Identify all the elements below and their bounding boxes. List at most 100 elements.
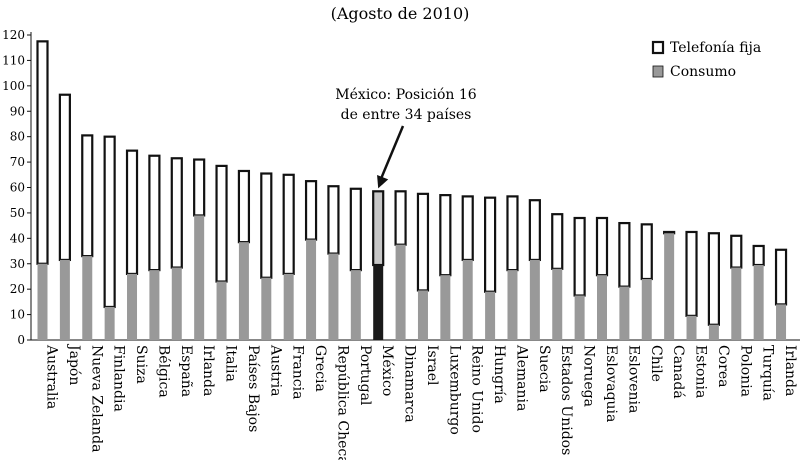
legend: Telefonía fija Consumo [651, 40, 761, 80]
category-label: Australia [44, 344, 60, 409]
bar-telefonia-fija [506, 195, 519, 272]
y-tick-label: 10 [10, 308, 25, 322]
category-labels: Australia Japón Nueva Zelanda Finlandia Suiz… [44, 343, 799, 460]
category-label: Alemania [513, 344, 529, 411]
bar-consumo [485, 291, 496, 340]
category-label: Corea [715, 345, 731, 387]
bar-telefonia-fija [372, 190, 385, 267]
bar-consumo [597, 275, 607, 340]
y-tick-label: 30 [10, 257, 25, 271]
bar-telefonia-fija [327, 185, 340, 255]
bar-telefonia-fija [304, 180, 318, 241]
y-tick-label: 40 [10, 231, 25, 245]
bar-consumo [686, 315, 697, 340]
annotation-arrow-shaft [380, 125, 405, 179]
bar-telefonia-fija [528, 199, 541, 262]
bar-consumo [238, 242, 249, 340]
category-label: Noruega [581, 345, 597, 407]
bar-consumo [194, 215, 205, 340]
legend-swatch [651, 40, 665, 55]
category-label: Israel [424, 345, 440, 386]
bar-telefonia-fija [125, 149, 139, 276]
bar-consumo [440, 275, 451, 340]
bar-telefonia-fija [573, 216, 586, 297]
bar-consumo [731, 267, 742, 340]
category-label: Canadá [670, 345, 686, 399]
bar-telefonia-fija [685, 230, 698, 317]
bar-telefonia-fija [752, 244, 765, 267]
category-label: Portugal [357, 345, 373, 406]
category-label: Francia [290, 345, 306, 399]
bar-telefonia-fija [439, 194, 452, 277]
bar-consumo [529, 259, 540, 340]
category-label: Suiza [133, 345, 149, 384]
bar-consumo [104, 306, 115, 340]
category-label: Turquía [760, 345, 776, 401]
category-label: Japón [66, 343, 82, 385]
bars [36, 40, 788, 340]
bar-telefonia-fija [618, 221, 631, 288]
bar-consumo [373, 265, 384, 340]
y-tick-label: 80 [10, 130, 25, 144]
category-label: Luxemburgo [446, 345, 462, 435]
category-label: España [178, 345, 194, 397]
bar-consumo [82, 256, 93, 340]
category-label: México [379, 345, 395, 396]
category-label: Nueva Zelanda [88, 345, 104, 452]
bar-telefonia-fija [81, 134, 94, 258]
bar-telefonia-fija [237, 169, 251, 244]
annotation-text: México: Posición 16 [335, 87, 476, 103]
category-label: Suecia [536, 345, 552, 393]
category-label: Eslovenia [625, 345, 641, 413]
bar-telefonia-fija [774, 248, 788, 306]
bar-consumo [216, 281, 227, 340]
category-label: Bélgica [155, 345, 171, 398]
bar-telefonia-fija [36, 40, 49, 265]
category-label: Finlandia [111, 345, 127, 412]
bar-telefonia-fija [595, 216, 609, 277]
category-label: Italia [223, 345, 239, 382]
bar-consumo [328, 253, 339, 340]
y-tick-label: 110 [2, 53, 25, 67]
y-tick-label: 0 [17, 333, 25, 347]
bar-telefonia-fija [193, 158, 206, 217]
bar-consumo [552, 268, 563, 340]
bar-telefonia-fija [282, 173, 295, 276]
annotation-arrow-head [377, 174, 389, 189]
legend-swatch [652, 65, 664, 78]
bar-consumo [59, 259, 70, 340]
bar-consumo [641, 279, 652, 340]
category-label: Hungría [491, 345, 507, 404]
chart-subtitle: (Agosto de 2010) [331, 4, 470, 23]
category-label: Estonia [693, 345, 709, 398]
bar-telefonia-fija [170, 157, 183, 269]
bar-consumo [261, 277, 272, 340]
bar-telefonia-fija [551, 213, 564, 270]
bar-consumo [417, 290, 428, 340]
category-label: Polonia [737, 345, 753, 397]
bar-telefonia-fija [349, 187, 362, 272]
bar-consumo [395, 244, 406, 340]
bar-consumo [149, 270, 160, 340]
category-label: Grecia [312, 345, 328, 392]
y-tick-label: 70 [10, 155, 25, 169]
bar-consumo [664, 233, 675, 340]
category-label: Austria [267, 344, 283, 396]
bar-telefonia-fija [394, 190, 407, 246]
category-label: Estados Unidos [558, 345, 574, 455]
category-label: Irlanda [782, 345, 798, 396]
y-tick-label: 90 [10, 104, 25, 118]
bar-telefonia-fija [663, 230, 676, 235]
annotation: México: Posición 16 de entre 34 países [335, 87, 477, 189]
bar-consumo [350, 270, 361, 340]
bar-consumo [462, 259, 473, 340]
bar-telefonia-fija [461, 195, 474, 262]
bar-consumo [708, 324, 719, 340]
bar-telefonia-fija [730, 234, 743, 269]
bar-consumo [37, 263, 48, 340]
category-label: Países Bajos [245, 345, 261, 432]
category-label: Eslovaquia [603, 345, 619, 422]
category-label: Reino Unido [469, 345, 485, 433]
bar-consumo [306, 239, 317, 340]
